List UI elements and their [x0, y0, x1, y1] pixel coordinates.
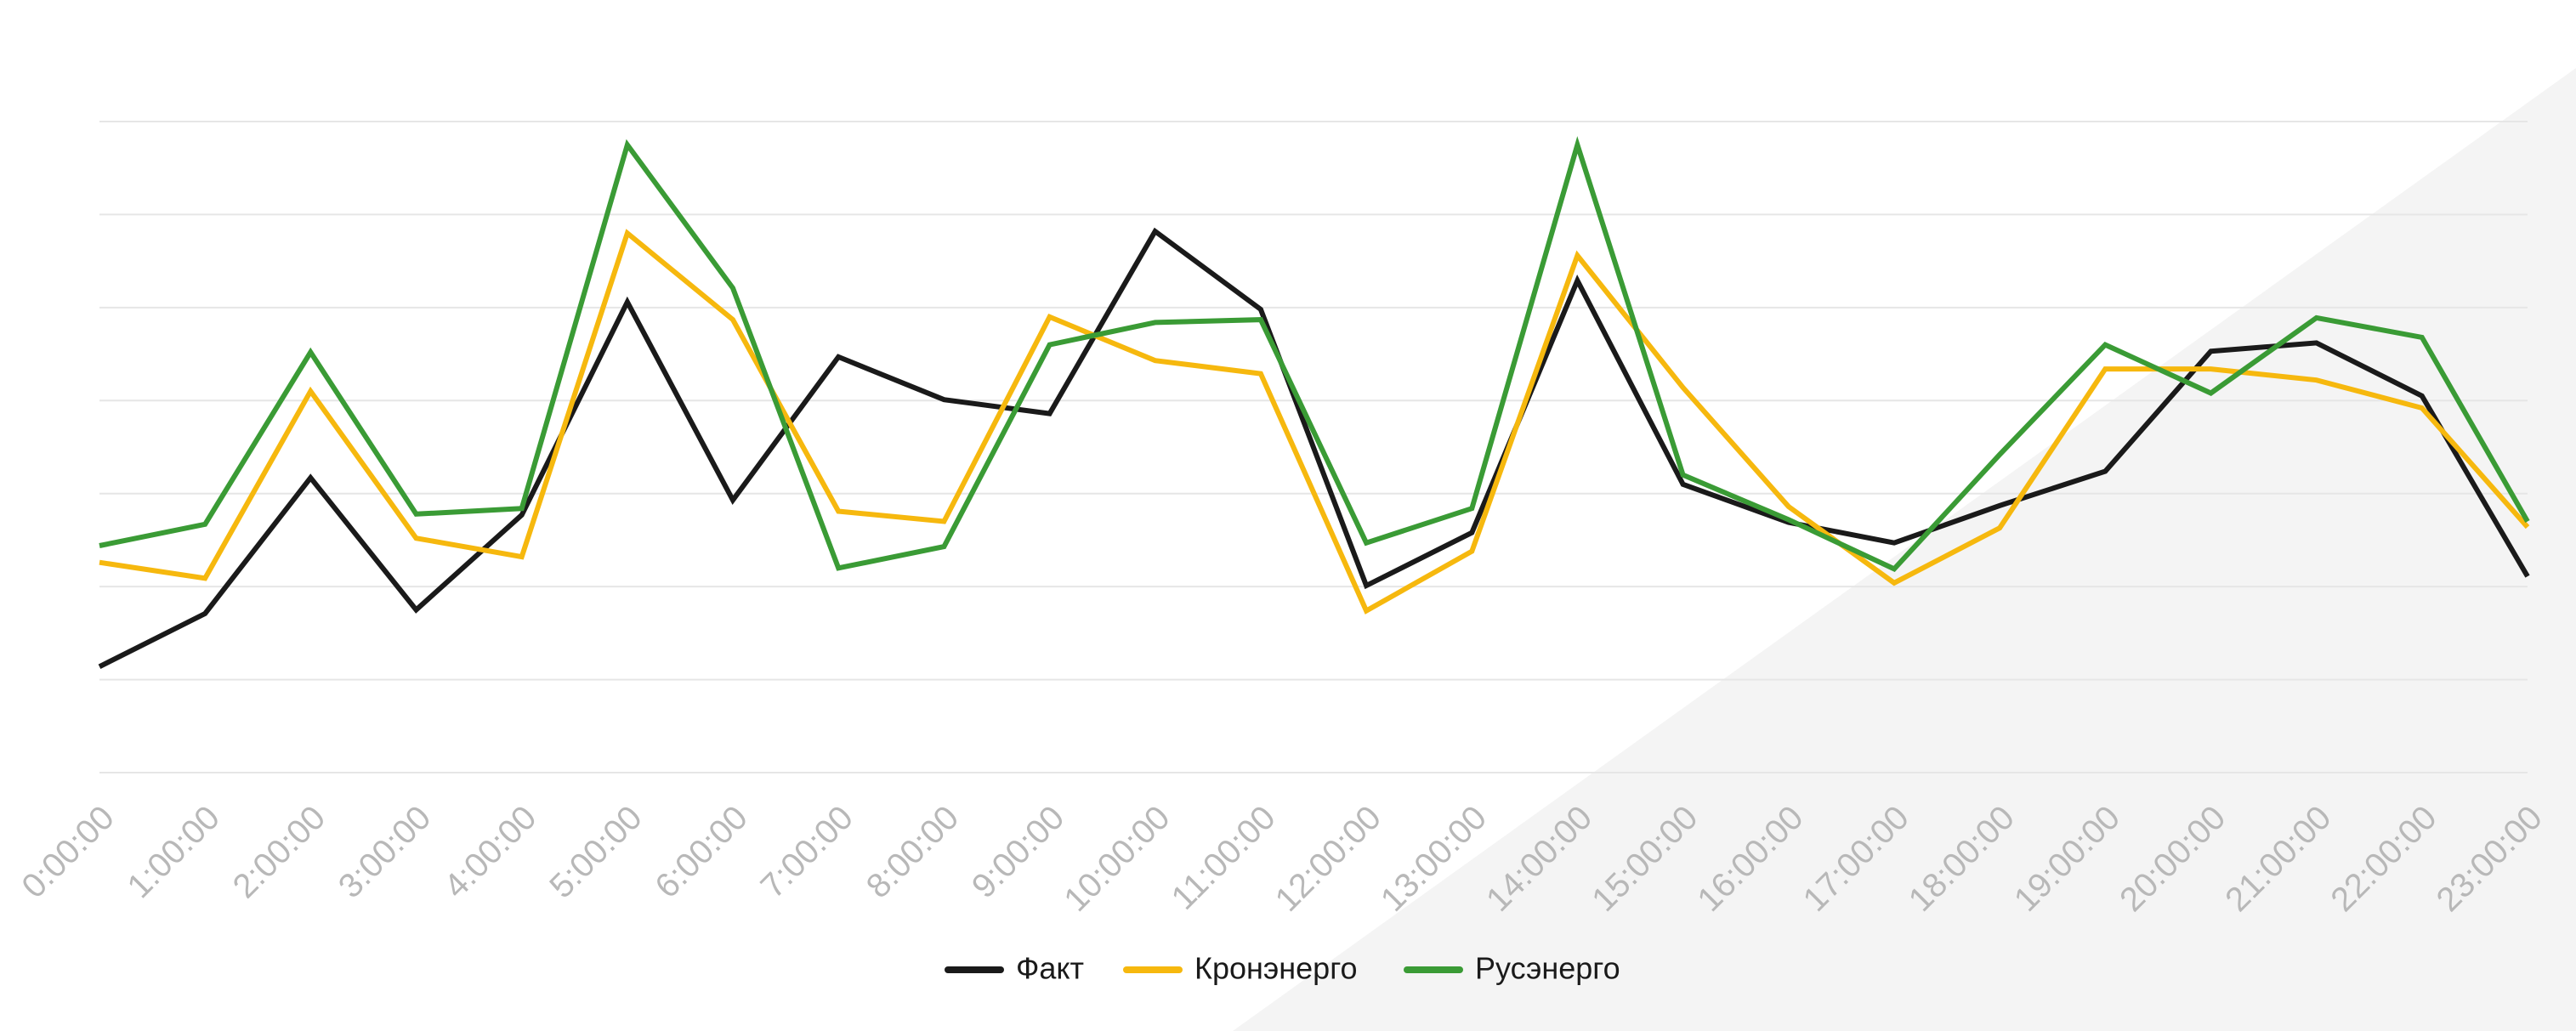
x-tick-label: 3:00:00: [332, 799, 438, 905]
legend: Факт Кронэнерго Русэнерго: [945, 951, 1620, 986]
series-lines: [98, 136, 2530, 669]
legend-label: Факт: [1016, 951, 1084, 986]
legend-label: Русэнерго: [1475, 951, 1620, 986]
legend-label: Кронэнерго: [1194, 951, 1358, 986]
series-line: [99, 229, 2530, 615]
x-tick-label: 12:00:00: [1268, 799, 1388, 919]
x-tick-label: 10:00:00: [1057, 799, 1177, 919]
x-tick-label: 11:00:00: [1165, 799, 1283, 917]
x-tick-label: 4:00:00: [437, 799, 543, 905]
x-tick-label: 2:00:00: [226, 799, 332, 905]
x-tick-label: 1:00:00: [121, 799, 227, 905]
gridlines: [99, 121, 2528, 773]
x-tick-label: 9:00:00: [965, 799, 1071, 905]
x-tick-label: 5:00:00: [542, 799, 649, 905]
x-tick-label: 8:00:00: [860, 799, 966, 905]
series-line: [98, 227, 2530, 669]
x-tick-label: 6:00:00: [648, 799, 754, 905]
x-tick-label: 7:00:00: [754, 799, 860, 905]
series-line: [99, 136, 2530, 573]
x-tick-label: 0:00:00: [14, 799, 121, 905]
background-diagonal-shape: [1233, 68, 2576, 1031]
